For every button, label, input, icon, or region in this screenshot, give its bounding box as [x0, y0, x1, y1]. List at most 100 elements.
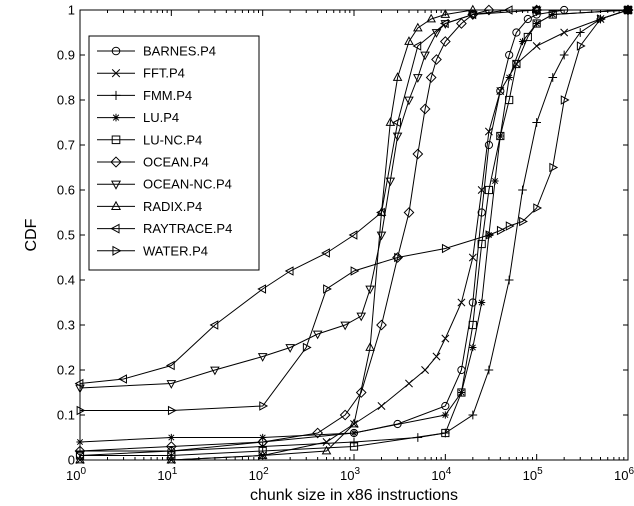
- data-point-radix-p4-5: [365, 342, 375, 351]
- data-point-water-p4-14: [560, 95, 570, 105]
- data-point-radix-p4-9: [404, 36, 414, 45]
- data-point-ocean-nc-p4-4: [285, 344, 295, 353]
- x-tick-exponent: 3: [354, 466, 360, 477]
- data-point-water-p4-8: [485, 230, 495, 240]
- data-point-water-p4-10: [505, 221, 515, 231]
- legend-label: RAYTRACE.P4: [143, 221, 232, 236]
- y-tick-label: 0.6: [57, 183, 75, 198]
- data-point-fft-p4-13: [484, 127, 493, 136]
- data-point-ocean-nc-p4-7: [356, 312, 367, 322]
- data-point-raytrace-p4-1: [118, 374, 127, 384]
- series-fft-p4: [76, 6, 632, 464]
- data-point-lu-nc-p4-11: [512, 59, 521, 69]
- x-tick-exponent: 2: [263, 466, 269, 477]
- y-tick-label: 0.3: [57, 318, 75, 333]
- series-water-p4: [76, 5, 634, 416]
- x-tick-base: 10: [614, 468, 628, 483]
- data-point-water-p4-13: [549, 162, 559, 173]
- data-point-lu-p4-3: [350, 429, 358, 437]
- data-point-fmm-p4-13: [575, 28, 585, 37]
- data-point-lu-nc-p4-7: [477, 239, 486, 249]
- data-point-water-p4-3: [302, 342, 312, 353]
- data-point-radix-p4-3: [321, 445, 332, 455]
- data-point-water-p4-9: [496, 225, 506, 236]
- data-point-raytrace-p4-15: [622, 5, 632, 15]
- data-point-lu-p4-4: [441, 411, 449, 419]
- legend-marker: [110, 223, 120, 234]
- y-tick-label: 0.5: [57, 228, 75, 243]
- y-tick-label: 0.4: [57, 273, 75, 288]
- legend-item-ocean-nc-p4: OCEAN-NC.P4: [97, 177, 232, 192]
- data-point-barnes-p4-11: [505, 50, 514, 60]
- legend-label: FMM.P4: [143, 88, 192, 103]
- data-point-barnes-p4-8: [477, 208, 486, 217]
- legend-marker: [112, 245, 122, 256]
- data-point-lu-nc-p4-13: [532, 19, 541, 28]
- data-point-water-p4-6: [394, 252, 403, 263]
- x-axis-label: chunk size in x86 instructions: [250, 487, 458, 504]
- data-point-radix-p4-11: [426, 13, 436, 23]
- y-tick-label: 0.9: [57, 48, 75, 63]
- y-tick-label: 0.2: [57, 363, 75, 378]
- x-tick-exponent: 0: [80, 466, 86, 477]
- legend-label: BARNES.P4: [143, 44, 216, 59]
- data-point-raytrace-p4-8: [376, 207, 385, 218]
- legend-marker: [111, 90, 121, 100]
- legend: BARNES.P4 FFT.P4 FMM.P4 LU.P4 LU-NC.P4 OCEAN.…: [88, 35, 260, 271]
- data-point-radix-p4-1: [166, 454, 177, 464]
- data-point-ocean-nc-p4-12: [404, 96, 414, 106]
- data-point-water-p4-1: [167, 405, 177, 416]
- data-point-fft-p4-3: [322, 438, 331, 446]
- data-point-fft-p4-10: [457, 298, 466, 307]
- data-point-lu-nc-p4-10: [505, 95, 514, 105]
- legend-label: RADIX.P4: [143, 199, 202, 214]
- data-point-raytrace-p4-12: [467, 9, 477, 20]
- legend-marker: [110, 200, 122, 210]
- x-tick-exponent: 5: [537, 466, 543, 477]
- data-point-lu-p4-6: [469, 343, 477, 352]
- x-tick-exponent: 1: [172, 466, 178, 477]
- data-point-radix-p4-4: [349, 418, 359, 428]
- legend-item-lu-nc-p4: LU-NC.P4: [97, 132, 202, 147]
- data-point-water-p4-16: [597, 14, 606, 24]
- data-point-ocean-nc-p4-13: [413, 74, 423, 83]
- data-point-water-p4-0: [76, 405, 86, 416]
- data-point-raytrace-p4-3: [209, 320, 219, 330]
- data-point-barnes-p4-10: [496, 86, 505, 96]
- legend-marker: [110, 156, 122, 168]
- x-tick-base: 10: [66, 468, 80, 483]
- legend-marker: [111, 69, 121, 78]
- data-point-radix-p4-10: [413, 22, 423, 32]
- y-tick-label: 0: [68, 453, 75, 468]
- series-line-radix-p4: [80, 9, 628, 461]
- data-point-ocean-nc-p4-2: [210, 366, 220, 376]
- data-point-fft-p4-8: [432, 352, 441, 361]
- x-tick-label: 104: [431, 466, 451, 483]
- data-point-barnes-p4-9: [484, 140, 494, 150]
- legend-item-fmm-p4: FMM.P4: [97, 88, 192, 103]
- data-point-lu-p4-12: [518, 37, 527, 46]
- data-point-fft-p4-17: [560, 28, 569, 37]
- data-point-fmm-p4-7: [484, 365, 494, 375]
- data-point-ocean-nc-p4-3: [257, 353, 268, 362]
- legend-marker: [110, 180, 122, 190]
- legend-marker: [111, 135, 121, 145]
- data-point-lu-nc-p4-4: [441, 428, 450, 438]
- data-point-raytrace-p4-9: [392, 117, 401, 128]
- data-point-fft-p4-12: [477, 186, 486, 194]
- data-point-raytrace-p4-10: [412, 41, 422, 51]
- data-point-water-p4-7: [441, 243, 451, 254]
- data-point-ocean-nc-p4-1: [166, 380, 177, 389]
- data-point-barnes-p4-12: [512, 28, 521, 37]
- x-tick-label: 102: [249, 466, 269, 483]
- y-tick-label: 0.8: [57, 93, 75, 108]
- data-point-fft-p4-7: [421, 366, 430, 374]
- data-point-ocean-p4-1: [165, 441, 177, 452]
- data-point-radix-p4-7: [385, 117, 396, 126]
- series-line-lu-p4: [79, 9, 629, 443]
- data-point-ocean-nc-p4-5: [312, 330, 323, 340]
- x-tick-label: 105: [523, 466, 543, 483]
- data-point-water-p4-12: [533, 203, 543, 213]
- data-point-raytrace-p4-6: [321, 248, 330, 258]
